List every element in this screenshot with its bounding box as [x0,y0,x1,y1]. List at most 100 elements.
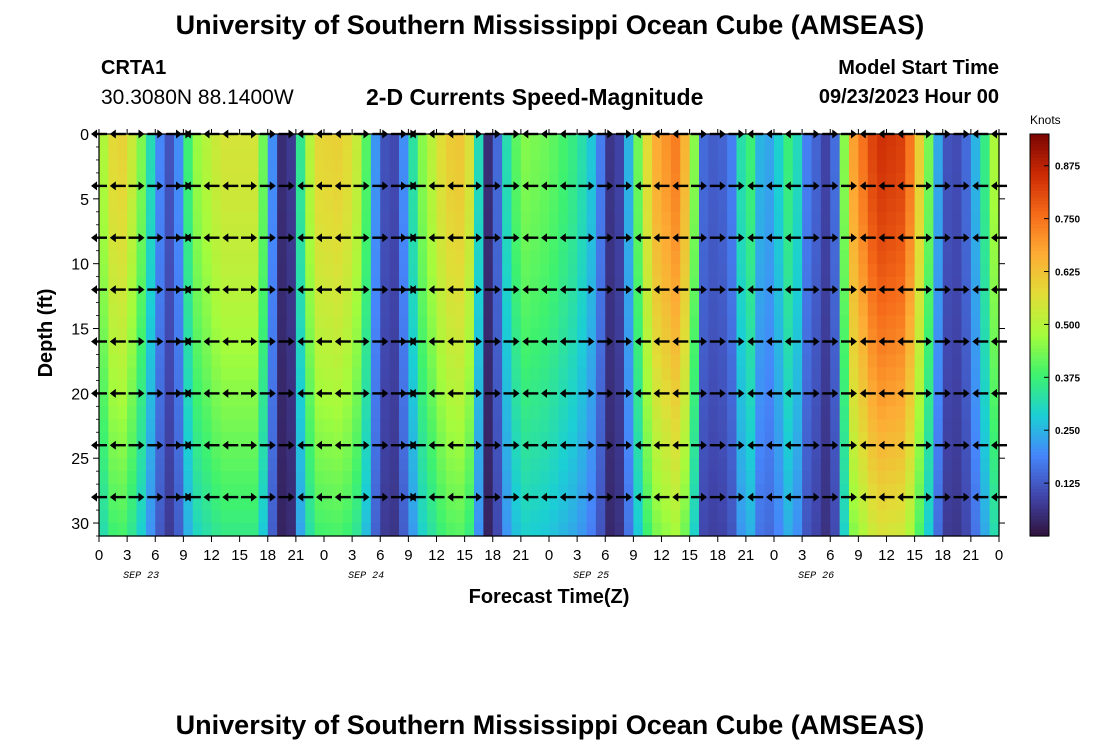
heatmap-cell [970,523,981,537]
heatmap-cell [492,276,503,291]
heatmap-cell [502,406,513,420]
heatmap-cell [258,367,269,381]
x-tick-label: 18 [934,547,951,564]
current-arrow [878,388,895,398]
colorbar-swatch [1030,167,1049,172]
current-arrow [203,492,220,502]
heatmap-cell [483,406,494,420]
heatmap-cell [117,276,128,291]
heatmap-cell [530,289,541,304]
heatmap-cell [352,484,363,498]
colorbar-swatch [1030,519,1049,524]
heatmap-cell [792,458,803,472]
heatmap-cell [680,289,691,304]
heatmap-cell [530,302,541,317]
heatmap-cell [886,406,897,420]
heatmap-cell [633,367,644,381]
heatmap-cell [905,367,916,381]
heatmap-cell [314,432,325,446]
heatmap-cell [436,341,447,356]
colorbar-swatch [1030,435,1049,440]
heatmap-cell [774,237,784,252]
heatmap-cell [567,523,578,537]
heatmap-cell [970,211,981,226]
heatmap-cell [230,497,241,511]
heatmap-cell [755,276,766,291]
heatmap-cell [989,445,1000,459]
heatmap-cell [502,393,513,407]
heatmap-cell [952,237,963,252]
heatmap-cell [811,276,822,291]
heatmap-cell [661,432,672,446]
heatmap-cell [249,510,259,524]
heatmap-cell [305,458,316,472]
heatmap-cell [342,458,353,472]
heatmap-cell [380,276,391,291]
heatmap-cell [324,523,334,537]
heatmap-cell [914,185,925,200]
heatmap-cell [389,237,400,252]
heatmap-cell [361,237,372,252]
heatmap-cell [745,146,756,161]
heatmap-cell [736,289,747,304]
heatmap-cell [764,250,775,265]
heatmap-cell [736,224,747,239]
heatmap-cell [811,341,822,356]
heatmap-cell [474,224,484,239]
heatmap-cell [192,471,203,485]
heatmap-cell [614,237,625,252]
current-arrow [691,181,707,191]
heatmap-cell [745,432,756,446]
heatmap-cell [361,419,372,433]
current-arrow [897,492,914,502]
heatmap-cell [745,263,756,278]
heatmap-cell [389,445,400,459]
heatmap-cell [783,367,794,381]
heatmap-cell [202,185,213,200]
current-arrow [747,233,764,243]
heatmap-cell [183,341,194,356]
colorbar-swatch [1030,385,1049,390]
heatmap-cell [108,406,119,420]
heatmap-cell [802,458,813,472]
heatmap-cell [183,354,194,369]
heatmap-cell [483,211,494,226]
current-arrow [972,233,989,243]
heatmap-cell [680,484,691,498]
heatmap-cell [727,432,738,446]
heatmap-cell [502,224,513,239]
heatmap-cell [464,380,475,394]
heatmap-cell [764,185,775,200]
current-arrow [541,440,557,450]
heatmap-cell [905,224,916,239]
heatmap-cell [549,237,559,252]
colorbar-swatch [1030,438,1049,443]
heatmap-cell [586,276,597,291]
heatmap-cell [145,510,156,524]
heatmap-cell [858,419,869,433]
heatmap-cell [886,419,897,433]
heatmap-cell [445,315,456,330]
heatmap-cell [820,134,831,148]
heatmap-cell [361,172,372,187]
heatmap-cell [174,445,184,459]
heatmap-cell [361,393,372,407]
current-arrow [934,181,951,191]
current-arrow [747,337,764,346]
heatmap-cell [689,354,700,369]
heatmap-cell [755,458,766,472]
heatmap-cell [595,302,606,317]
heatmap-cell [117,523,128,537]
current-arrow [766,388,782,398]
heatmap-cell [595,445,606,459]
current-arrow [503,388,520,398]
heatmap-cell [174,159,184,174]
heatmap-cell [605,393,616,407]
current-arrow [841,388,857,398]
heatmap-cell [792,510,803,524]
current-arrow [484,233,501,243]
heatmap-cell [830,380,841,394]
heatmap-cell [136,237,147,252]
heatmap-cell [295,263,306,278]
heatmap-cell [220,367,231,381]
